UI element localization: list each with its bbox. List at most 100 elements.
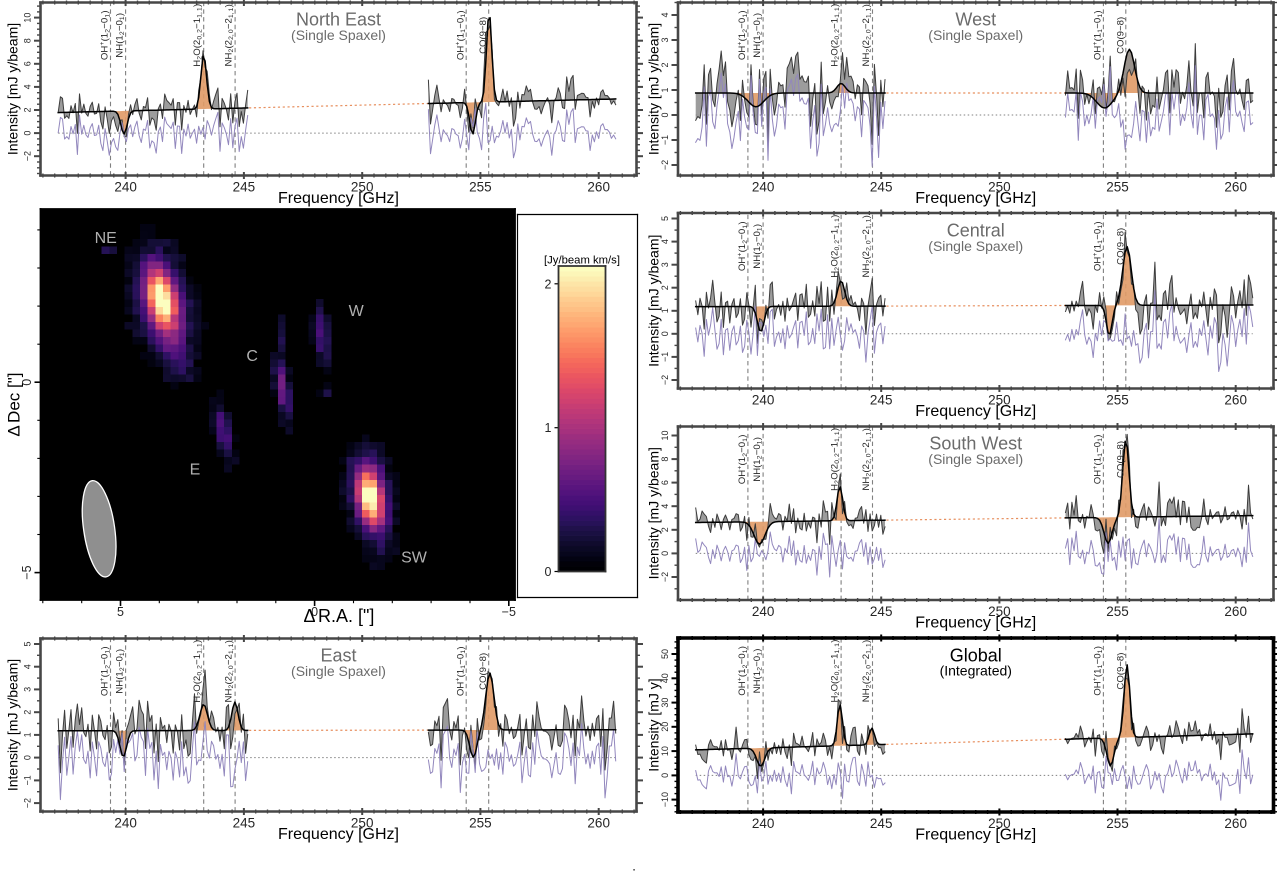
svg-text:2: 2 (660, 527, 670, 532)
svg-text:255: 255 (1106, 179, 1129, 194)
svg-text:N H ( 2: N H ( 2 − 2 ) 2 2 , 0 1 , 1 (856, 0, 875, 67)
svg-text:O H ( 1: O H ( 1 − 0 ) + 2 1 (91, 6, 113, 60)
svg-text:0: 0 (660, 331, 670, 336)
svg-text:2: 2 (23, 107, 33, 112)
svg-text:0: 0 (660, 551, 670, 556)
svg-text:255: 255 (1106, 816, 1129, 831)
svg-text:Frequency [GHz]: Frequency [GHz] (915, 615, 1036, 632)
svg-text:255: 255 (469, 179, 492, 194)
svg-text:O H ( 1: O H ( 1 − 0 ) + 2 1 (729, 430, 751, 484)
svg-text:West: West (955, 10, 996, 30)
svg-text:O H ( 1: O H ( 1 − 0 ) + 1 1 (447, 642, 469, 696)
svg-text:[Jy/beam km/s]: [Jy/beam km/s] (544, 255, 620, 267)
svg-text:2: 2 (660, 285, 670, 290)
svg-text:245: 245 (233, 815, 256, 830)
svg-text:1: 1 (23, 732, 33, 737)
svg-text:20: 20 (660, 722, 670, 732)
svg-text:0: 0 (23, 755, 33, 760)
svg-text:O H ( 1: O H ( 1 − 0 ) + 2 1 (91, 642, 113, 696)
svg-text:N H ( 2: N H ( 2 − 2 ) 2 2 , 0 1 , 1 (856, 424, 875, 491)
svg-text:N H ( 2: N H ( 2 − 2 ) 2 2 , 0 1 , 1 (219, 636, 238, 703)
svg-text:5: 5 (660, 216, 670, 221)
svg-text:4: 4 (23, 84, 33, 89)
svg-text:260: 260 (1224, 604, 1247, 619)
svg-text:H O ( 2: H O ( 2 − 1 ) 2 0 , 2 1 , 1 (187, 635, 206, 702)
svg-text:(Single Spaxel): (Single Spaxel) (928, 27, 1023, 43)
svg-text:(Single Spaxel): (Single Spaxel) (291, 27, 386, 43)
svg-text:−10: −10 (660, 792, 670, 807)
svg-text:.: . (632, 858, 636, 873)
svg-text:240: 240 (752, 179, 775, 194)
svg-text:H O ( 2: H O ( 2 − 1 ) 2 0 , 2 1 , 1 (187, 0, 206, 67)
svg-text:4: 4 (23, 664, 33, 669)
svg-text:−2: −2 (23, 151, 33, 161)
svg-text:O H ( 1: O H ( 1 − 0 ) + 2 1 (729, 217, 751, 271)
svg-text:H O ( 2: H O ( 2 − 1 ) 2 0 , 2 1 , 1 (824, 635, 843, 702)
svg-text:N H ( 2: N H ( 2 − 2 ) 2 2 , 0 1 , 1 (219, 0, 238, 67)
svg-text:H O ( 2: H O ( 2 − 1 ) 2 0 , 2 1 , 1 (824, 210, 843, 277)
svg-text:CO(9−8): CO(9−8) (1115, 228, 1126, 265)
svg-text:2: 2 (23, 710, 33, 715)
svg-text:O H ( 1: O H ( 1 − 0 ) + 1 1 (1084, 642, 1106, 696)
svg-text:1: 1 (545, 421, 552, 435)
svg-text:250: 250 (351, 815, 374, 830)
svg-text:−2: −2 (660, 375, 670, 385)
svg-text:240: 240 (114, 815, 137, 830)
svg-text:0: 0 (311, 605, 318, 619)
svg-text:260: 260 (1224, 816, 1247, 831)
svg-text:Frequency [GHz]: Frequency [GHz] (278, 826, 399, 843)
svg-text:North East: North East (296, 10, 381, 30)
svg-text:245: 245 (870, 179, 893, 194)
svg-text:(Single Spaxel): (Single Spaxel) (291, 663, 386, 679)
svg-text:−2: −2 (660, 160, 670, 170)
svg-text:NE: NE (95, 230, 117, 247)
svg-text:255: 255 (469, 815, 492, 830)
svg-text:255: 255 (1106, 392, 1129, 407)
svg-text:Frequency [GHz]: Frequency [GHz] (915, 403, 1036, 420)
svg-text:250: 250 (988, 392, 1011, 407)
svg-text:−1: −1 (660, 352, 670, 362)
svg-text:0: 0 (660, 773, 670, 778)
svg-text:Intensity [mJ y]: Intensity [mJ y] (646, 678, 662, 771)
svg-text:N H ( 1: N H ( 1 − 0 ) 2 1 (109, 8, 128, 57)
svg-text:240: 240 (114, 179, 137, 194)
svg-text:N H ( 1: N H ( 1 − 0 ) 2 1 (747, 8, 766, 57)
svg-text:South West: South West (929, 434, 1022, 454)
svg-text:N H ( 1: N H ( 1 − 0 ) 2 1 (747, 433, 766, 482)
svg-text:Intensity [mJ y/beam]: Intensity [mJ y/beam] (5, 659, 21, 791)
svg-text:255: 255 (1106, 604, 1129, 619)
svg-text:O H ( 1: O H ( 1 − 0 ) + 1 1 (1084, 217, 1106, 271)
svg-text:Intensity [mJ y/beam]: Intensity [mJ y/beam] (646, 235, 662, 367)
svg-text:260: 260 (587, 815, 610, 830)
svg-text:O H ( 1: O H ( 1 − 0 ) + 2 1 (729, 6, 751, 60)
svg-text:O H ( 1: O H ( 1 − 0 ) + 1 1 (1084, 430, 1106, 484)
svg-text:−1: −1 (660, 135, 670, 145)
svg-text:6: 6 (23, 61, 33, 66)
svg-text:W: W (349, 303, 365, 320)
svg-text:8: 8 (23, 38, 33, 43)
svg-text:Central: Central (947, 220, 1005, 240)
svg-text:250: 250 (988, 179, 1011, 194)
svg-text:CO(9−8): CO(9−8) (1115, 441, 1126, 478)
svg-text:Intensity [mJ y/beam]: Intensity [mJ y/beam] (646, 23, 662, 155)
svg-text:Intensity [mJ y/beam]: Intensity [mJ y/beam] (5, 23, 21, 155)
svg-text:−5: −5 (502, 605, 516, 619)
svg-text:5: 5 (23, 641, 33, 646)
svg-text:260: 260 (1224, 179, 1247, 194)
svg-text:H O ( 2: H O ( 2 − 1 ) 2 0 , 2 1 , 1 (824, 0, 843, 67)
svg-text:(Single Spaxel): (Single Spaxel) (928, 451, 1023, 467)
svg-text:SW: SW (401, 550, 428, 567)
svg-text:0: 0 (545, 565, 552, 579)
svg-text:6: 6 (660, 480, 670, 485)
svg-text:C: C (246, 348, 258, 365)
svg-text:H O ( 2: H O ( 2 − 1 ) 2 0 , 2 1 , 1 (824, 423, 843, 490)
svg-text:N H ( 2: N H ( 2 − 2 ) 2 2 , 0 1 , 1 (856, 211, 875, 278)
svg-text:4: 4 (660, 504, 670, 509)
svg-text:N H ( 1: N H ( 1 − 0 ) 2 1 (747, 644, 766, 693)
svg-text:3: 3 (23, 687, 33, 692)
svg-text:240: 240 (752, 392, 775, 407)
svg-text:−2: −2 (23, 798, 33, 808)
svg-text:3: 3 (660, 37, 670, 42)
svg-text:CO(9−8): CO(9−8) (1115, 653, 1126, 690)
svg-text:245: 245 (870, 392, 893, 407)
